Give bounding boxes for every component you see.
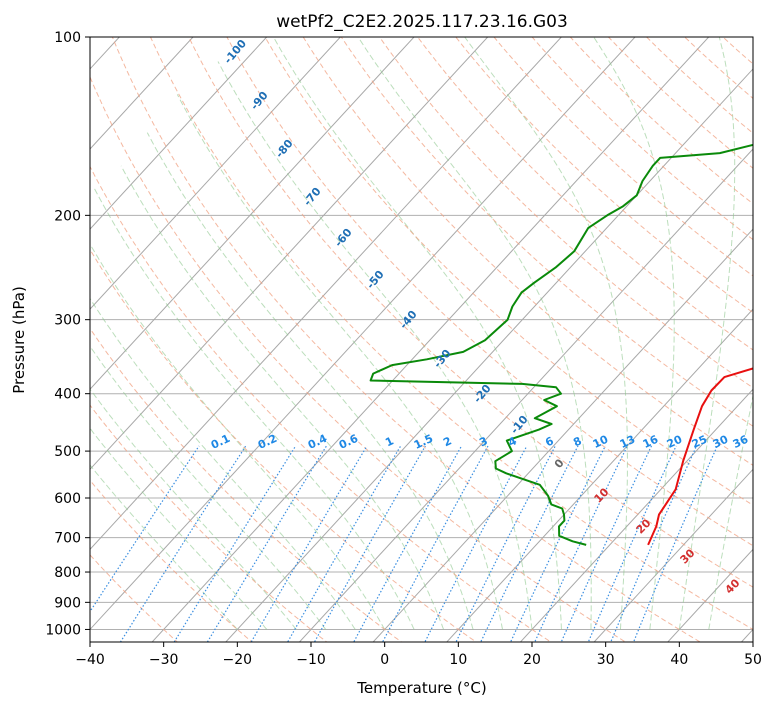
dry-adiabats	[90, 37, 753, 642]
isotherm-line	[90, 37, 489, 471]
chart-title: wetPf2_C2E2.2025.117.23.16.G03	[276, 12, 568, 32]
dry-adiabat-line	[340, 37, 753, 427]
dry-adiabat-line	[90, 248, 477, 642]
moist-adiabat-line	[273, 37, 562, 630]
pressure-gridlines	[90, 37, 753, 630]
y-axis-ticks: 1000 900 800 700 600 500 400 300 200 100	[45, 30, 90, 638]
moist-adiabats	[90, 37, 753, 630]
mixing-ratio-line	[173, 445, 297, 642]
isotherm-line	[225, 68, 753, 642]
mixing-ratio-label: 13	[618, 433, 637, 451]
dewpoint-line	[369, 143, 753, 546]
x-tick-label: −20	[223, 652, 253, 668]
moist-adiabat-line	[708, 393, 753, 630]
x-axis-ticks: −40 −30 −20 −10 0 10 20 30 40 50	[75, 642, 762, 668]
isotherm-line	[90, 37, 268, 230]
dry-adiabat-line	[90, 165, 552, 642]
mixing-ratio-line	[424, 445, 528, 642]
y-tick-label: 100	[54, 30, 81, 46]
y-axis-label: Pressure (hPa)	[10, 286, 28, 394]
y-tick-label: 200	[54, 208, 81, 224]
isotherm-line	[151, 37, 710, 642]
mixing-ratio-line	[381, 445, 489, 642]
mixing-ratio-label: 10	[591, 433, 611, 451]
x-tick-label: 30	[597, 652, 615, 668]
dry-adiabat-line	[378, 37, 753, 389]
y-tick-label: 500	[54, 444, 81, 460]
x-tick-label: −30	[149, 652, 179, 668]
y-tick-label: 1000	[45, 622, 81, 638]
dry-adiabat-line	[90, 404, 328, 642]
mixing-ratio-line	[560, 445, 653, 642]
x-tick-label: 20	[523, 652, 541, 668]
isotherm-line	[519, 388, 753, 642]
plot-frame	[89, 36, 754, 643]
dry-adiabat-line	[226, 37, 753, 547]
skewed-isotherms	[90, 37, 753, 642]
moist-adiabat-line	[93, 187, 415, 630]
isotherm-line	[90, 37, 636, 631]
mixing-ratio-label: 16	[641, 433, 661, 451]
mixing-ratio-line	[455, 445, 556, 642]
mixing-ratio-line	[250, 445, 368, 642]
mixing-ratio-label: 30	[711, 433, 731, 451]
mixing-ratio-label: 36	[731, 433, 751, 451]
y-tick-label: 900	[54, 595, 81, 611]
x-tick-label: −40	[75, 652, 105, 668]
x-tick-label: 50	[744, 652, 762, 668]
moist-adiabat-line	[464, 37, 628, 630]
moist-adiabat-line	[90, 427, 268, 630]
isotherm-line	[90, 37, 342, 310]
isotherm-line	[372, 228, 753, 642]
moist-adiabat-line	[90, 243, 386, 630]
dry-adiabat-line	[264, 37, 753, 506]
dry-adiabat-line	[90, 327, 403, 642]
moist-adiabat-line	[90, 464, 238, 630]
mixing-ratio-line	[119, 445, 247, 642]
x-tick-label: −10	[296, 652, 326, 668]
temperature-line	[647, 367, 753, 546]
isotherm-line	[593, 468, 753, 642]
y-tick-label: 600	[54, 491, 81, 507]
moist-adiabat-line	[678, 37, 736, 630]
moist-adiabat-line	[176, 94, 503, 630]
mixing-ratio-line	[353, 445, 463, 642]
mixing-ratio-line	[287, 445, 402, 642]
y-tick-label: 300	[54, 313, 81, 329]
x-tick-label: 10	[449, 652, 467, 668]
mixing-ratio-line	[534, 445, 628, 642]
y-tick-label: 800	[54, 565, 81, 581]
mixing-ratio-label: 20	[665, 433, 685, 451]
y-tick-label: 400	[54, 387, 81, 403]
mixing-ratio-lines	[90, 445, 718, 642]
moist-adiabat-line	[357, 37, 592, 630]
mixing-ratio-line	[509, 445, 606, 642]
mixing-ratio-line	[587, 445, 677, 642]
x-axis-label: Temperature (°C)	[356, 679, 486, 697]
x-tick-label: 0	[380, 652, 389, 668]
mixing-ratio-label: 25	[690, 433, 709, 451]
isotherm-line	[90, 37, 415, 390]
isotherm-line	[298, 148, 753, 642]
x-tick-label: 40	[670, 652, 688, 668]
mixing-ratio-line	[313, 445, 426, 642]
plot-area: -100-90-80-70-60-50-40-30-20-10010203040…	[90, 37, 753, 642]
isotherm-line	[446, 308, 753, 642]
moist-adiabat-line	[90, 297, 356, 630]
y-tick-label: 700	[54, 531, 81, 547]
moist-adiabat-line	[120, 165, 445, 630]
dry-adiabat-line	[90, 75, 627, 642]
isotherm-line	[90, 37, 194, 150]
moist-adiabat-line	[217, 61, 533, 630]
dry-adiabat-line	[111, 37, 702, 642]
moist-adiabat-line	[593, 37, 675, 630]
dry-adiabat-line	[90, 479, 253, 642]
mixing-ratio-line	[206, 445, 328, 642]
sounding-profiles	[369, 143, 753, 546]
moist-adiabat-line	[90, 345, 327, 630]
